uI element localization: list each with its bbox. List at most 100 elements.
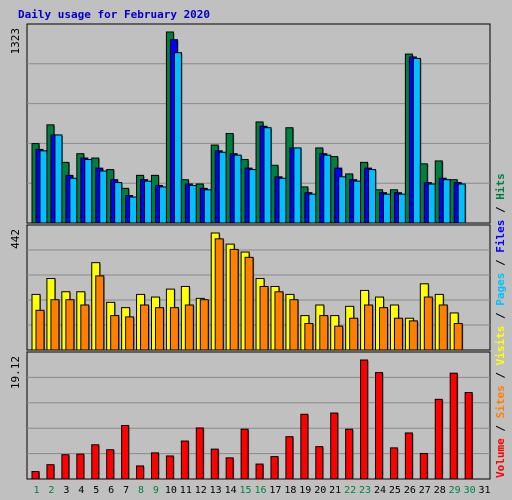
legend-volume: Volume [494, 438, 507, 478]
legend-hits: Hits [494, 173, 507, 200]
bar-volume-day-22 [345, 428, 354, 480]
bar-volume-day-23 [360, 359, 369, 480]
bar-sites-day-5 [95, 275, 105, 351]
day-label-9: 9 [153, 485, 159, 496]
bar-volume-day-5 [91, 444, 100, 480]
day-label-11: 11 [180, 485, 192, 496]
bar-volume-day-4 [76, 453, 85, 480]
axis-max-label: 442 [9, 229, 22, 249]
bar-sites-day-25 [393, 317, 403, 351]
bar-pages-day-13 [218, 151, 227, 224]
legend-separator: / [494, 365, 507, 385]
day-label-13: 13 [210, 485, 222, 496]
bar-sites-day-23 [364, 304, 374, 351]
day-label-16: 16 [254, 485, 266, 496]
day-label-17: 17 [269, 485, 281, 496]
bar-volume-day-8 [136, 465, 145, 480]
bar-sites-day-9 [154, 307, 164, 351]
bar-volume-day-20 [315, 446, 324, 480]
day-label-1: 1 [33, 485, 39, 496]
bar-pages-day-3 [69, 177, 78, 224]
legend-separator: / [494, 200, 507, 220]
bar-sites-day-6 [110, 315, 120, 351]
bar-volume-day-12 [195, 427, 204, 480]
bar-volume-day-15 [240, 428, 249, 480]
bar-pages-day-12 [203, 189, 212, 224]
bar-pages-day-27 [427, 183, 436, 224]
bar-pages-day-18 [293, 147, 302, 224]
bar-sites-day-22 [349, 317, 359, 351]
bar-pages-day-8 [144, 180, 153, 224]
bar-pages-day-19 [308, 193, 317, 224]
legend-separator: / [494, 418, 507, 438]
bar-sites-day-26 [408, 320, 418, 351]
bar-pages-day-20 [323, 154, 332, 224]
bar-pages-day-10 [173, 52, 182, 224]
bar-pages-day-14 [233, 154, 242, 224]
bar-volume-day-13 [210, 448, 219, 480]
bar-sites-day-20 [319, 315, 329, 351]
bar-volume-day-7 [121, 424, 130, 480]
day-label-25: 25 [389, 485, 401, 496]
bar-pages-day-4 [84, 158, 93, 224]
bar-volume-day-1 [31, 471, 40, 480]
bar-volume-day-30 [464, 391, 473, 480]
bar-volume-day-14 [225, 457, 234, 480]
bar-sites-day-12 [199, 299, 209, 351]
legend-sites: Sites [494, 385, 507, 418]
bar-sites-day-1 [35, 309, 45, 351]
bar-pages-day-11 [188, 184, 197, 224]
day-label-2: 2 [48, 485, 54, 496]
bar-sites-day-15 [244, 256, 254, 351]
day-label-12: 12 [195, 485, 207, 496]
day-label-21: 21 [329, 485, 341, 496]
bar-pages-day-6 [114, 182, 123, 224]
bar-pages-day-24 [383, 193, 392, 224]
day-label-31: 31 [479, 485, 491, 496]
bar-sites-day-28 [438, 304, 448, 351]
day-label-5: 5 [93, 485, 99, 496]
bar-volume-day-3 [61, 454, 70, 480]
bar-sites-day-8 [140, 304, 150, 351]
bar-sites-day-17 [274, 291, 284, 351]
day-label-6: 6 [108, 485, 114, 496]
day-label-8: 8 [138, 485, 144, 496]
bar-sites-day-29 [453, 323, 463, 351]
bar-sites-day-2 [50, 299, 60, 351]
bar-sites-day-27 [423, 296, 433, 351]
bar-sites-day-4 [80, 304, 90, 351]
chart-title: Daily usage for February 2020 [18, 8, 211, 21]
bar-sites-day-21 [334, 325, 344, 351]
day-label-20: 20 [314, 485, 326, 496]
axis-max-label: 1323 [9, 28, 22, 55]
legend-pages: Pages [494, 273, 507, 306]
bar-pages-day-25 [397, 193, 406, 224]
bar-volume-day-11 [180, 440, 189, 480]
bar-pages-day-17 [278, 177, 287, 224]
bar-volume-day-6 [106, 449, 115, 480]
day-label-24: 24 [374, 485, 386, 496]
day-label-15: 15 [240, 485, 252, 496]
bar-sites-day-18 [289, 299, 299, 351]
day-label-4: 4 [78, 485, 84, 496]
day-label-14: 14 [225, 485, 237, 496]
day-label-26: 26 [404, 485, 416, 496]
bar-sites-day-3 [65, 299, 75, 351]
bar-sites-day-16 [259, 285, 269, 351]
bar-volume-day-19 [300, 413, 309, 480]
legend-files: Files [494, 220, 507, 253]
day-label-29: 29 [449, 485, 461, 496]
day-label-18: 18 [284, 485, 296, 496]
bar-pages-day-21 [338, 176, 347, 224]
bar-volume-day-16 [255, 463, 264, 480]
bar-pages-day-29 [457, 183, 466, 224]
bar-volume-day-17 [270, 456, 279, 480]
bar-pages-day-16 [263, 127, 272, 224]
bar-pages-day-7 [129, 196, 138, 224]
bar-sites-day-7 [125, 316, 135, 351]
day-label-27: 27 [419, 485, 431, 496]
bar-sites-day-14 [229, 248, 239, 351]
day-label-30: 30 [464, 485, 476, 496]
day-label-19: 19 [299, 485, 311, 496]
day-label-22: 22 [344, 485, 356, 496]
